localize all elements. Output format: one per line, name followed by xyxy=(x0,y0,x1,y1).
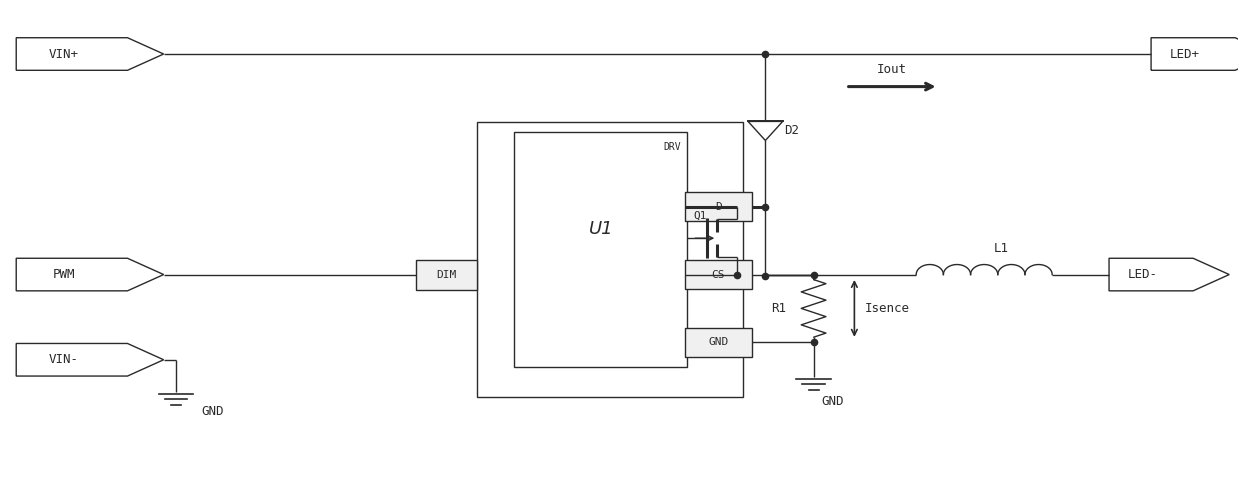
Text: LED-: LED- xyxy=(1127,268,1158,281)
Bar xyxy=(514,132,688,367)
Text: D2: D2 xyxy=(784,124,799,137)
Text: GND: GND xyxy=(821,395,844,408)
Text: VIN-: VIN- xyxy=(48,353,79,366)
Text: DRV: DRV xyxy=(664,142,681,152)
Bar xyxy=(685,328,752,357)
Text: LED+: LED+ xyxy=(1170,47,1201,60)
Bar xyxy=(477,121,743,397)
Text: GND: GND xyxy=(202,405,224,418)
Bar xyxy=(685,260,752,289)
Text: L1: L1 xyxy=(994,241,1009,255)
Text: PWM: PWM xyxy=(52,268,76,281)
Text: VIN+: VIN+ xyxy=(48,47,79,60)
Text: Isence: Isence xyxy=(865,302,909,315)
Text: GND: GND xyxy=(709,337,729,347)
Text: DIM: DIM xyxy=(436,270,456,280)
Bar xyxy=(685,193,752,221)
Text: CS: CS xyxy=(711,270,725,280)
Bar xyxy=(415,260,477,290)
Text: D: D xyxy=(715,202,722,212)
Text: R1: R1 xyxy=(772,302,787,315)
Text: Iout: Iout xyxy=(877,62,907,76)
Text: Q1: Q1 xyxy=(694,211,707,221)
Text: U1: U1 xyxy=(589,220,613,238)
